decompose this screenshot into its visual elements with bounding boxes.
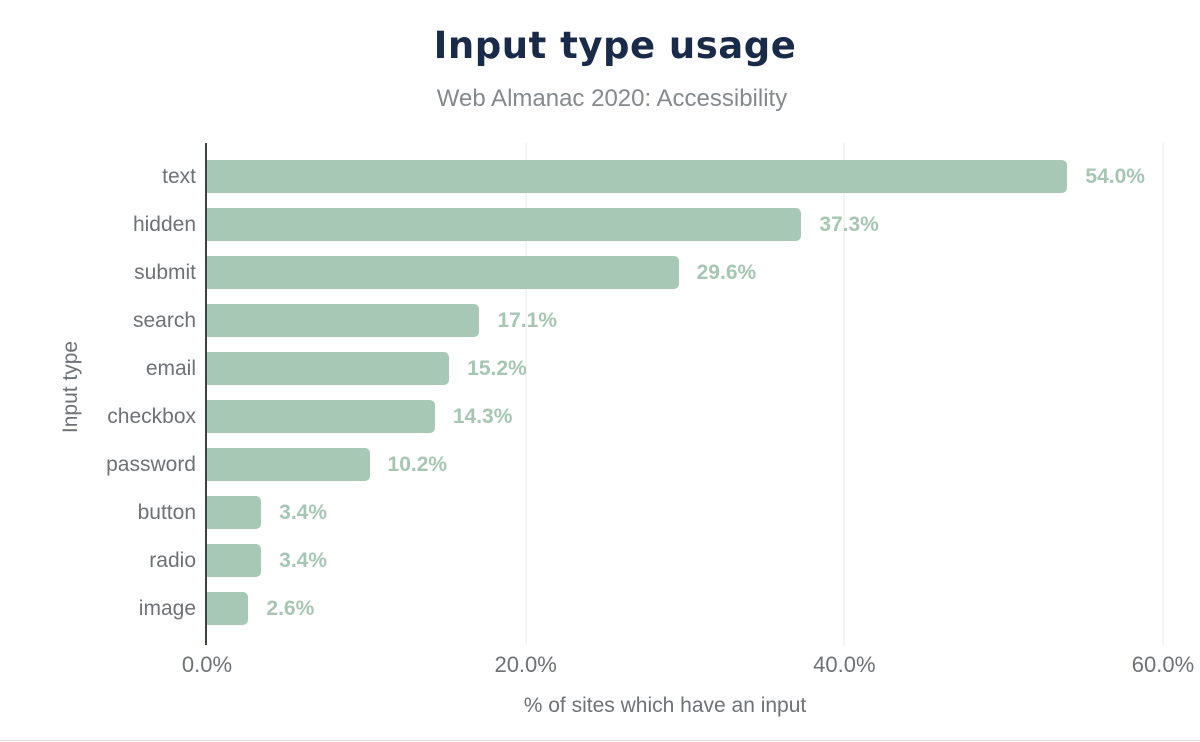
bar-row: submit 29.6% — [134, 256, 1163, 289]
x-tick-label: 0.0% — [181, 652, 233, 677]
category-label: password — [106, 453, 196, 476]
bar — [207, 544, 262, 577]
y-axis-title: Input type — [59, 340, 82, 434]
gridline — [525, 143, 527, 645]
bar-row: text 54.0% — [162, 160, 1163, 193]
value-label: 37.3% — [819, 213, 879, 236]
bar — [207, 448, 370, 481]
value-label: 14.3% — [452, 405, 513, 428]
category-label: search — [132, 309, 196, 332]
value-label: 54.0% — [1085, 165, 1145, 188]
value-label: 10.2% — [387, 453, 448, 476]
plot-area: text 54.0% hidden 37.3% submit 29.6% sea… — [106, 143, 1194, 677]
x-tick-label: 40.0% — [813, 652, 876, 677]
bar-row: button 3.4% — [138, 496, 1163, 529]
category-label: button — [137, 501, 196, 524]
bar — [207, 208, 802, 241]
bar — [207, 592, 249, 625]
bar-row: image 2.6% — [139, 592, 1163, 625]
category-label: email — [145, 357, 196, 380]
category-label: text — [162, 165, 196, 188]
value-label: 3.4% — [279, 501, 328, 524]
category-label: hidden — [132, 213, 196, 236]
gridline — [843, 143, 845, 645]
value-label: 2.6% — [266, 597, 315, 620]
x-tick-label: 60.0% — [1131, 652, 1195, 677]
bar-row: checkbox 14.3% — [107, 400, 1163, 433]
bar — [207, 160, 1068, 193]
x-axis-title: % of sites which have an input — [523, 694, 807, 717]
value-label: 15.2% — [467, 357, 527, 380]
category-label: checkbox — [107, 405, 196, 428]
bar-row: password 10.2% — [106, 448, 1163, 481]
gridline — [1162, 143, 1164, 645]
category-label: radio — [149, 549, 196, 572]
chart-title: Input type usage — [433, 24, 797, 67]
value-label: 3.4% — [279, 549, 328, 572]
bar — [207, 256, 679, 289]
bar — [207, 400, 435, 433]
value-label: 17.1% — [497, 309, 557, 332]
chart-subtitle: Web Almanac 2020: Accessibility — [436, 85, 788, 112]
bar-row: email 15.2% — [146, 352, 1163, 385]
bar-row: search 17.1% — [133, 304, 1163, 337]
bar — [207, 496, 262, 529]
bar — [207, 352, 450, 385]
category-label: image — [138, 597, 196, 620]
value-label: 29.6% — [696, 261, 757, 284]
bottom-divider — [0, 740, 1200, 741]
y-axis-line — [205, 143, 207, 645]
bar-row: hidden 37.3% — [133, 208, 1163, 241]
category-label: submit — [134, 261, 196, 284]
x-tick-label: 20.0% — [494, 652, 557, 677]
bar — [207, 304, 480, 337]
bar-row: radio 3.4% — [149, 544, 1163, 577]
